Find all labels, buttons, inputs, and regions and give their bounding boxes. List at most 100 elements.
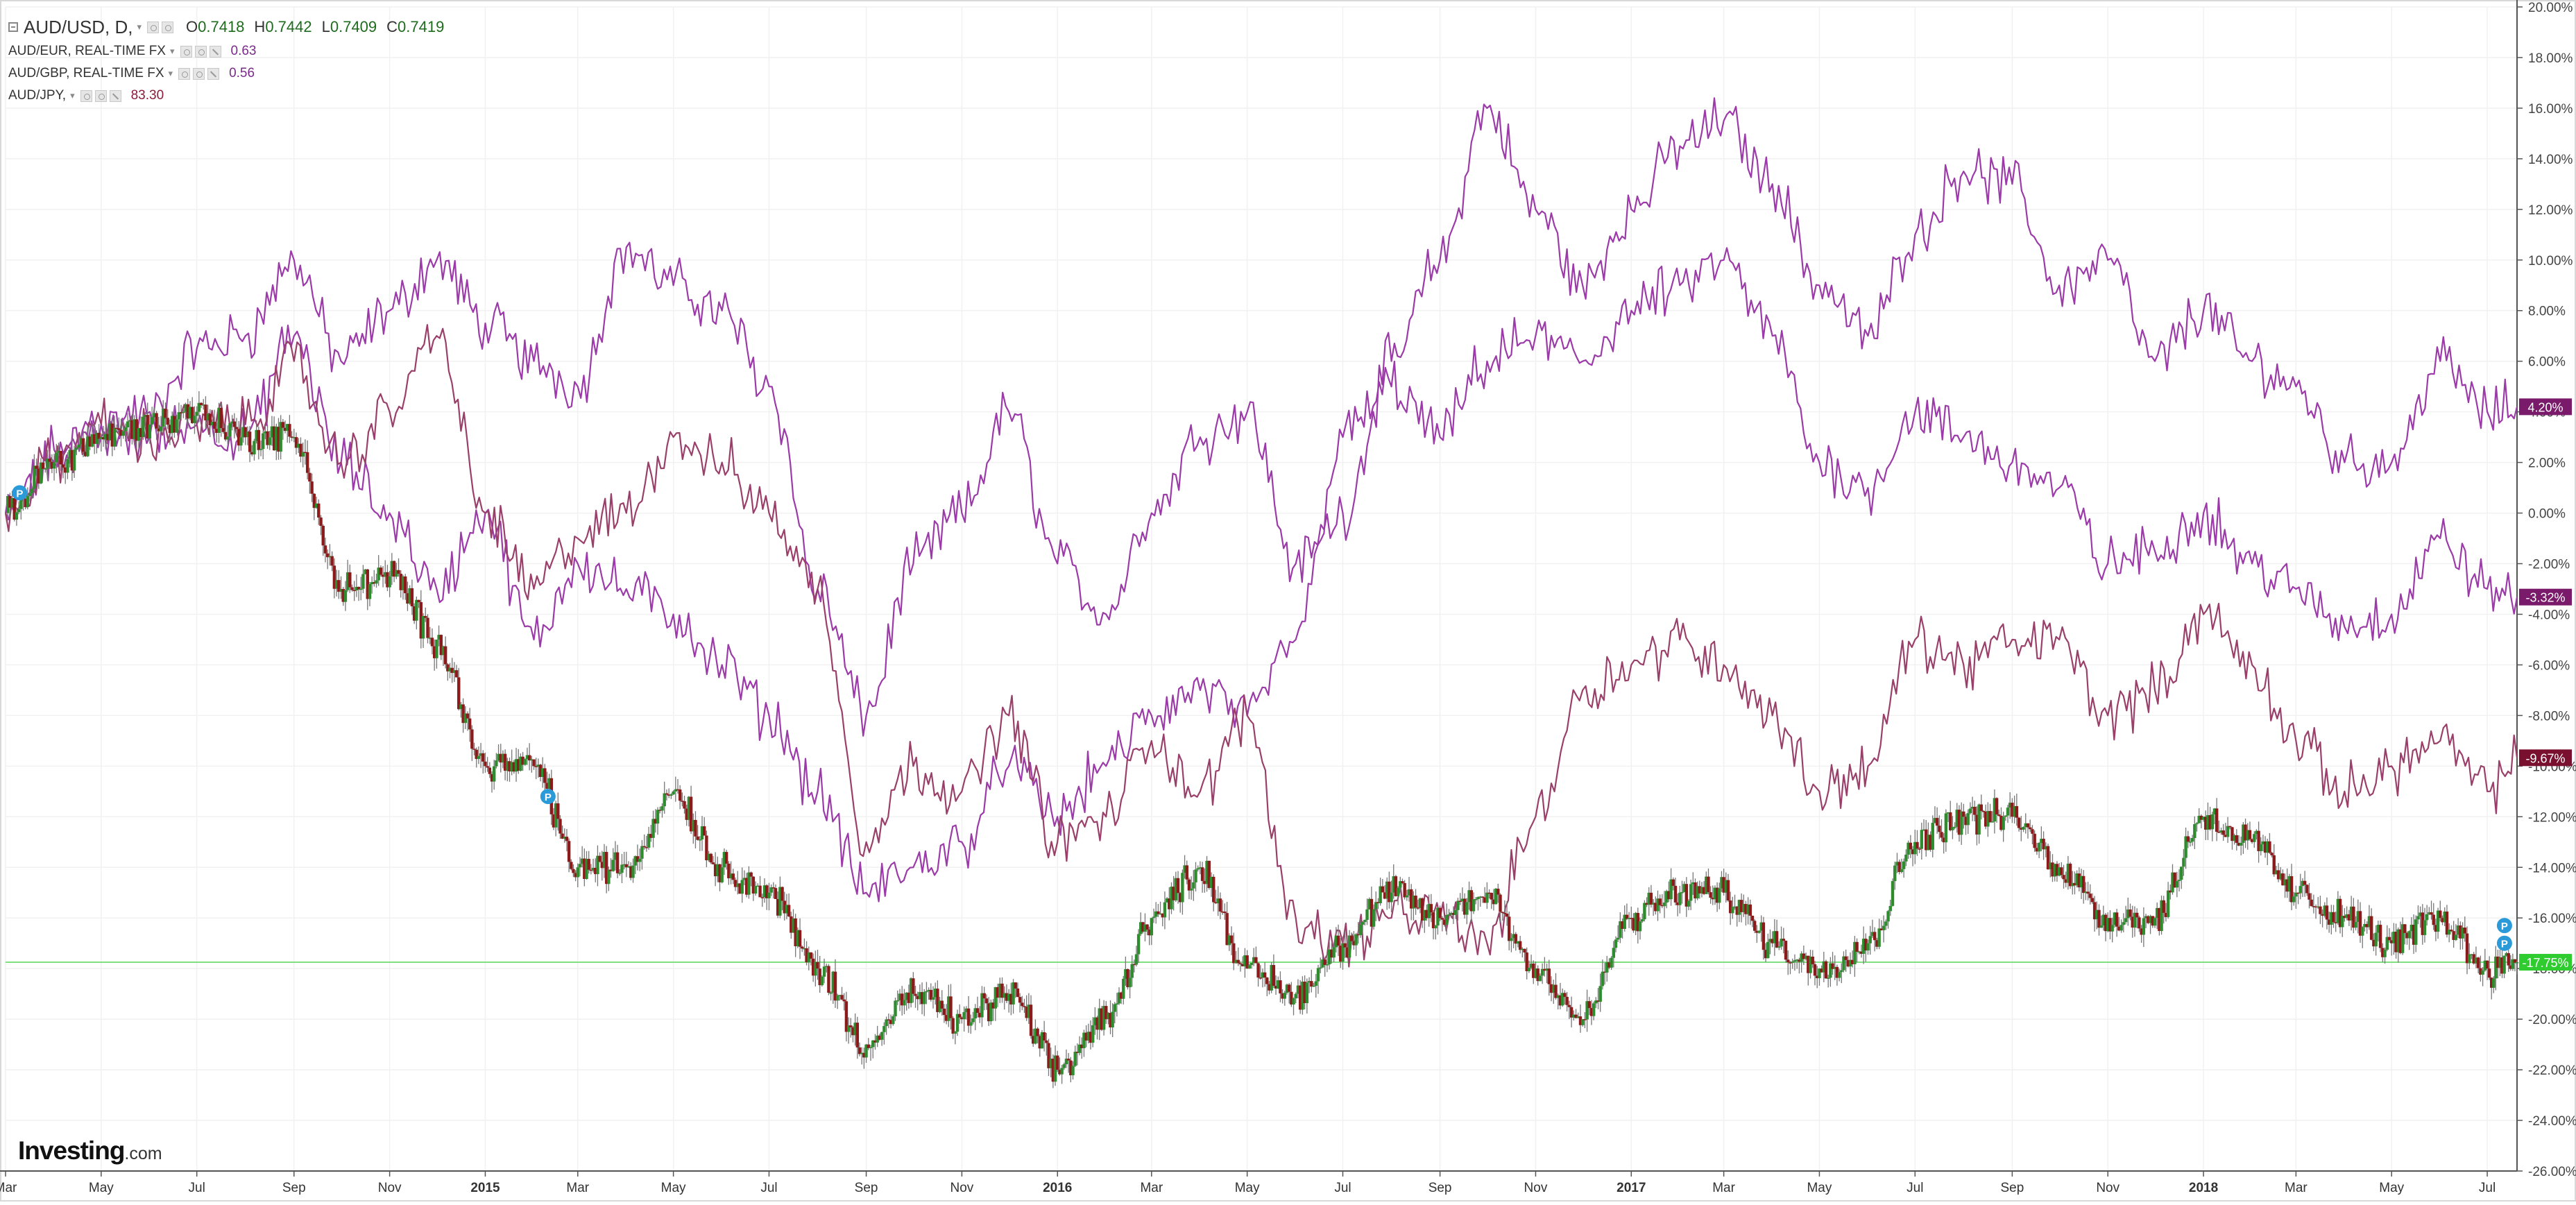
x-tick-label: Nov xyxy=(1524,1181,1548,1195)
candle-body xyxy=(536,764,540,767)
candle-body xyxy=(538,764,543,777)
candle-body xyxy=(370,582,374,585)
candle-body xyxy=(651,819,655,838)
candle-body xyxy=(1157,911,1160,914)
candle-body xyxy=(463,713,468,724)
overlay-symbol[interactable]: AUD/GBP, REAL-TIME FX xyxy=(8,66,164,80)
overlay-symbol[interactable]: AUD/JPY, xyxy=(8,88,67,103)
settings-icon[interactable] xyxy=(194,45,207,58)
candle-body xyxy=(1543,968,1546,971)
y-tick-label: 0.00% xyxy=(2528,507,2566,522)
candle-body xyxy=(1287,984,1291,992)
candle-body xyxy=(272,426,276,451)
legend-overlay-eur[interactable]: AUD/EUR, REAL-TIME FX ▾ 0.63 xyxy=(8,40,444,62)
candle-body xyxy=(37,468,40,484)
candle-body xyxy=(771,887,776,889)
candle-body xyxy=(2147,916,2150,923)
candle-body xyxy=(2077,873,2081,888)
chevron-down-icon[interactable]: ▾ xyxy=(169,46,175,56)
eye-icon[interactable] xyxy=(180,45,192,58)
candle-body xyxy=(1265,977,1269,984)
candle-body xyxy=(514,759,518,772)
candle-body xyxy=(707,853,710,861)
candle-body xyxy=(2441,918,2444,923)
candle-body xyxy=(565,837,569,841)
candle-body xyxy=(404,576,407,594)
main-symbol[interactable]: AUD/USD, D, xyxy=(24,16,133,37)
candle-body xyxy=(1990,821,1994,823)
candle-body xyxy=(953,1032,957,1034)
candle-body xyxy=(1481,896,1485,898)
candle-body xyxy=(1000,983,1004,998)
candle-body xyxy=(2086,891,2090,894)
candle-body xyxy=(1325,964,1329,966)
candle-body xyxy=(1813,964,1817,976)
candle-body xyxy=(330,556,334,566)
candle-body xyxy=(869,1047,873,1048)
candle-body xyxy=(184,404,187,412)
candle-body xyxy=(1245,955,1249,969)
candle-body xyxy=(1058,1070,1061,1075)
candle-body xyxy=(527,755,531,761)
chevron-down-icon[interactable]: ▾ xyxy=(70,90,75,101)
legend-main[interactable]: AUD/USD, D, ▾ O0.7418 H0.7442 L0.7409 C0… xyxy=(8,14,444,40)
x-tick-label: May xyxy=(2379,1181,2404,1195)
candle-body xyxy=(1973,807,1977,815)
candle-body xyxy=(379,567,383,575)
candle-body xyxy=(1689,884,1693,901)
x-tick-label: Sep xyxy=(2000,1181,2024,1195)
candle-body xyxy=(86,436,89,456)
candle-body xyxy=(2255,830,2258,835)
candle-body xyxy=(443,646,447,665)
x-tick-label: Jul xyxy=(1334,1181,1351,1195)
candle-body xyxy=(1569,1007,1573,1018)
settings-icon[interactable] xyxy=(94,89,107,102)
close-icon[interactable] xyxy=(207,67,220,80)
candle-body xyxy=(1804,955,1808,959)
collapse-icon[interactable] xyxy=(8,22,18,32)
candle-body xyxy=(301,452,305,457)
candle-body xyxy=(368,584,372,599)
candle-body xyxy=(312,493,316,509)
candle-body xyxy=(896,1000,899,1002)
candle-body xyxy=(10,497,14,508)
settings-icon[interactable] xyxy=(147,21,159,33)
candle-body xyxy=(1505,914,1509,917)
candle-body xyxy=(2345,914,2348,918)
candle-body xyxy=(611,860,615,871)
chevron-down-icon[interactable]: ▾ xyxy=(168,68,173,78)
legend-overlay-gbp[interactable]: AUD/GBP, REAL-TIME FX ▾ 0.56 xyxy=(8,62,444,85)
candle-body xyxy=(2356,911,2360,922)
candle-body xyxy=(1098,1008,1101,1030)
close-icon[interactable] xyxy=(109,89,121,102)
candle-body xyxy=(2485,960,2489,969)
candle-body xyxy=(2454,934,2458,940)
candle-body xyxy=(892,1016,895,1025)
candle-body xyxy=(2347,914,2351,921)
settings-icon[interactable] xyxy=(193,67,205,80)
candle-body xyxy=(2502,955,2506,974)
candle-body xyxy=(846,1025,851,1032)
candle-body xyxy=(223,431,228,440)
candle-body xyxy=(1752,921,1757,931)
candle-body xyxy=(1784,941,1788,960)
candle-body xyxy=(1165,898,1169,903)
candle-body xyxy=(1964,817,1968,826)
candle-body xyxy=(624,864,629,868)
close-icon[interactable] xyxy=(209,45,221,58)
candle-body xyxy=(501,753,505,763)
candle-body xyxy=(576,867,579,878)
candle-body xyxy=(1093,1017,1097,1025)
chevron-down-icon[interactable]: ▾ xyxy=(137,22,142,32)
legend-overlay-jpy[interactable]: AUD/JPY, ▾ 83.30 xyxy=(8,85,444,107)
candle-body xyxy=(1283,993,1286,999)
settings-icon[interactable] xyxy=(162,21,173,33)
overlay-symbol[interactable]: AUD/EUR, REAL-TIME FX xyxy=(8,44,166,58)
candle-body xyxy=(2244,824,2247,841)
candle-body xyxy=(266,431,269,445)
candle-body xyxy=(35,465,38,469)
eye-icon[interactable] xyxy=(80,89,92,102)
candle-body xyxy=(1209,876,1213,889)
eye-icon[interactable] xyxy=(178,67,191,80)
candle-body xyxy=(66,459,69,473)
